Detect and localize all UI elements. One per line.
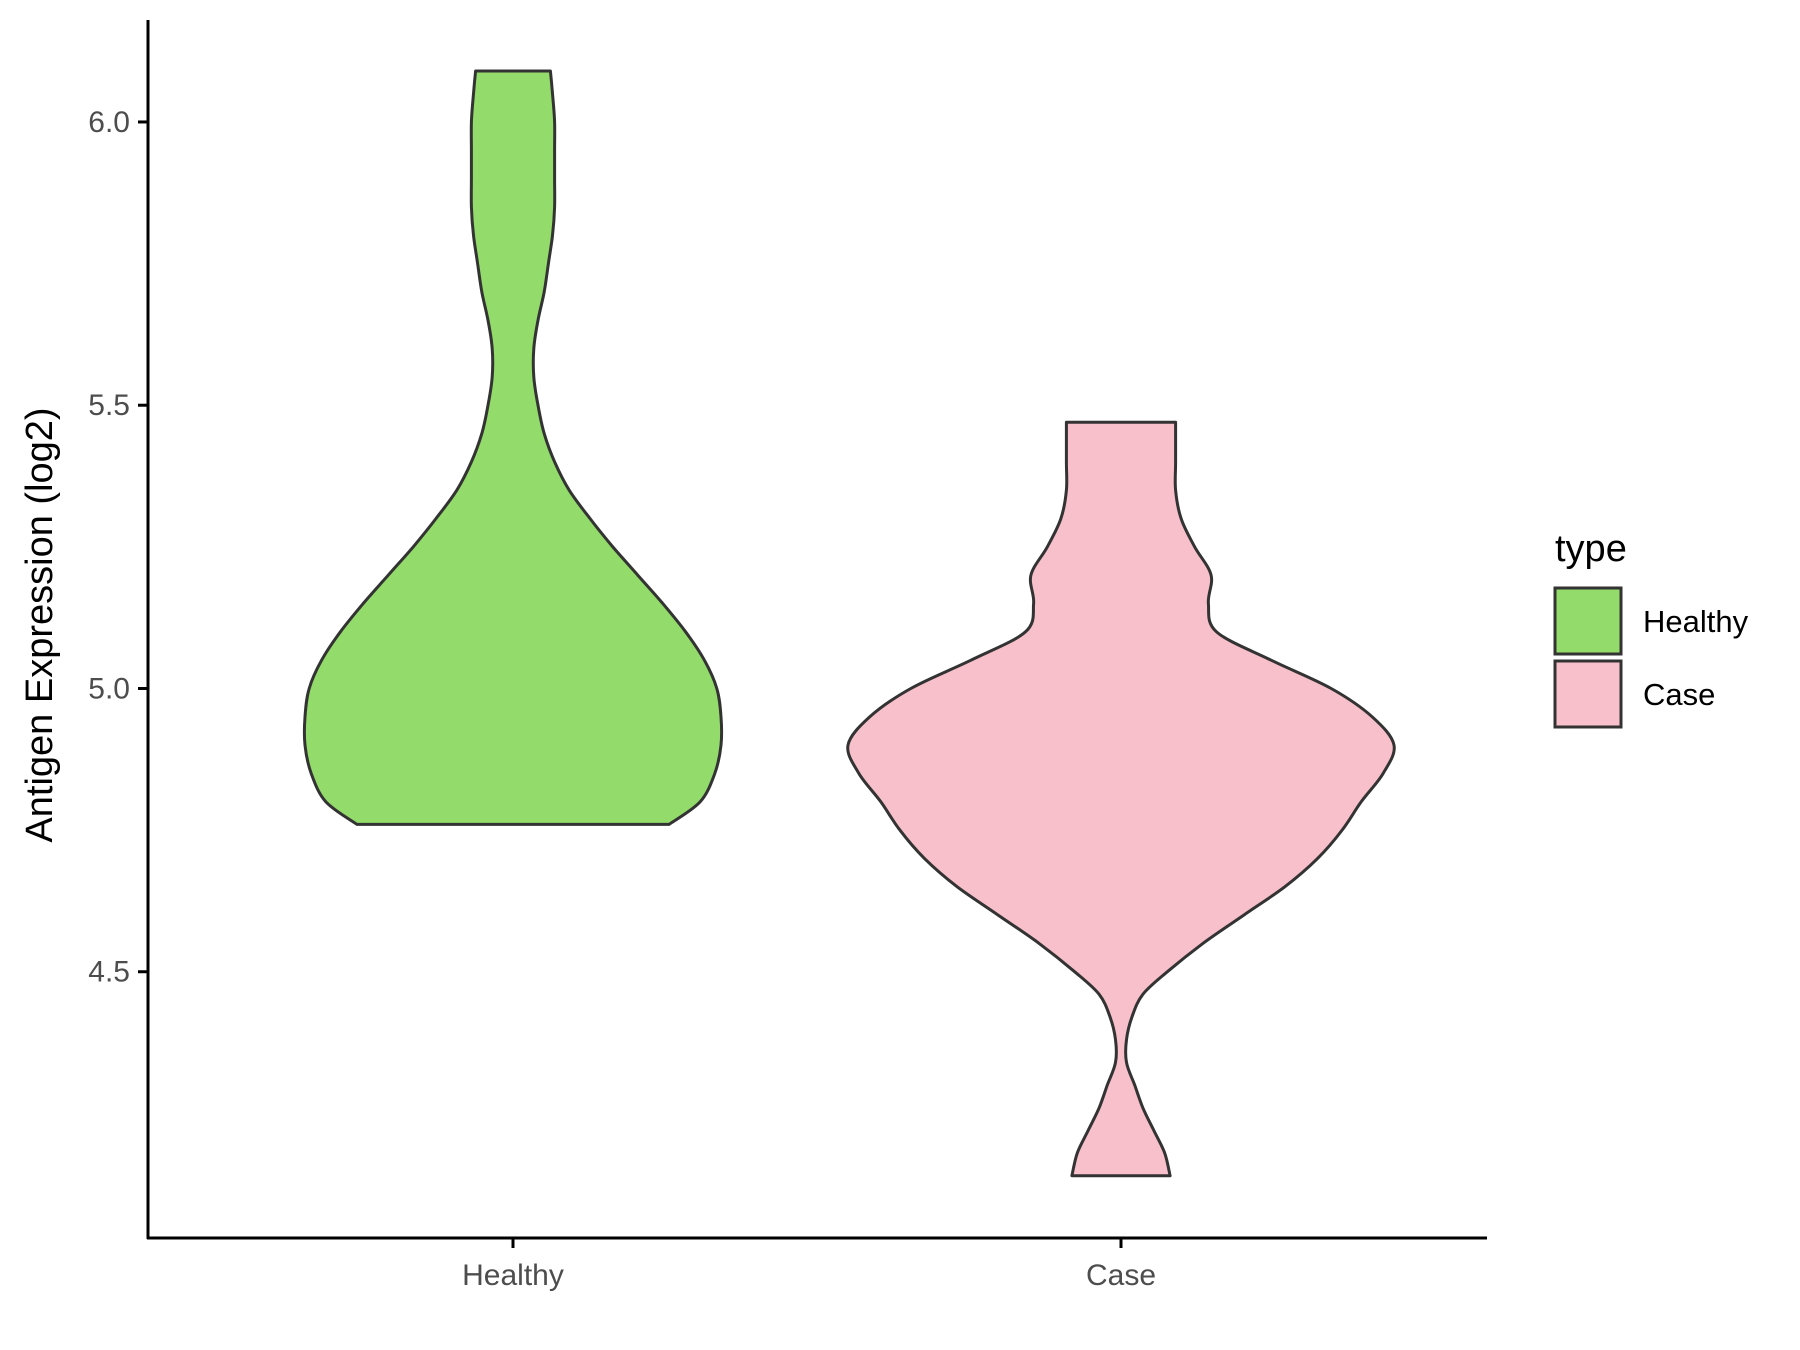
y-tick-label: 5.0 bbox=[88, 672, 130, 705]
legend-swatch-case bbox=[1553, 659, 1623, 729]
y-tick-label: 6.0 bbox=[88, 106, 130, 139]
legend: type Healthy Case bbox=[1553, 528, 1749, 729]
y-tick-label: 4.5 bbox=[88, 956, 130, 989]
legend-swatch-healthy bbox=[1553, 586, 1623, 656]
violin-case bbox=[846, 420, 1396, 1178]
legend-items: Healthy Case bbox=[1553, 586, 1749, 729]
legend-label-case: Case bbox=[1643, 677, 1715, 712]
x-tick-label: Case bbox=[1086, 1259, 1156, 1292]
y-axis-ticks: 4.5 5.0 5.5 6.0 bbox=[88, 106, 148, 989]
x-tick-label: Healthy bbox=[462, 1259, 564, 1292]
violin-healthy bbox=[302, 69, 724, 826]
y-axis-title: Antigen Expression (log2) bbox=[19, 407, 61, 842]
y-tick-label: 5.5 bbox=[88, 389, 130, 422]
violin-layer bbox=[302, 69, 1396, 1178]
x-axis-ticks: Healthy Case bbox=[462, 1238, 1156, 1292]
legend-label-healthy: Healthy bbox=[1643, 604, 1749, 639]
legend-title: type bbox=[1555, 528, 1627, 570]
